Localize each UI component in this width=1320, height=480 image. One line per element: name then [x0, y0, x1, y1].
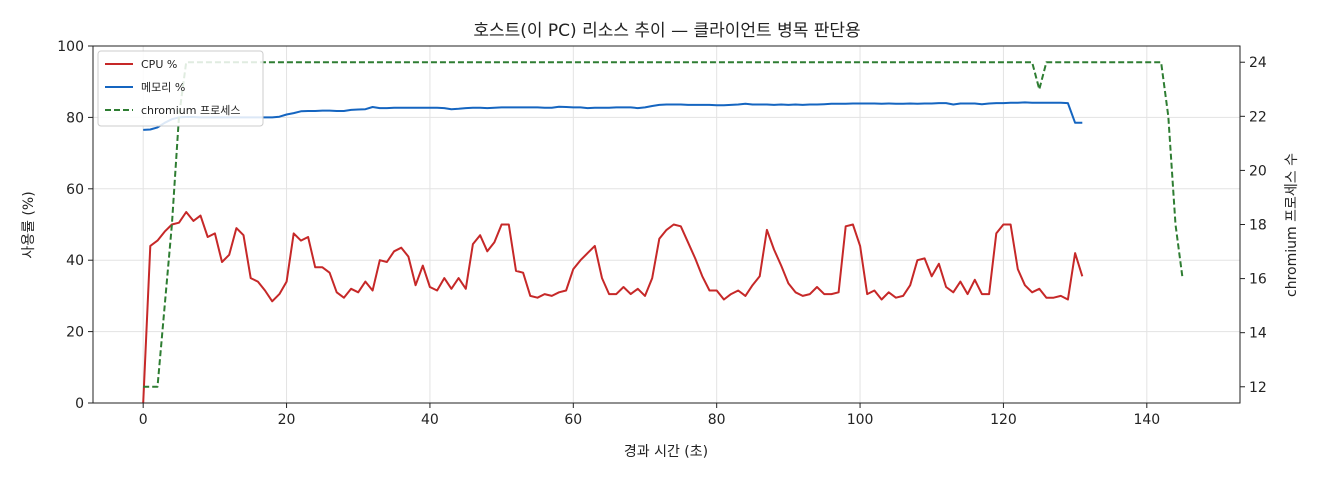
- y-axis-right: 12 14 16 18 20 22 24: [1240, 55, 1267, 396]
- chart-title: 호스트(이 PC) 리소스 추이 — 클라이언트 병목 판단용: [473, 21, 860, 41]
- legend: CPU % 메모리 % chromium 프로세스: [97, 50, 264, 127]
- y-right-tick-label: 24: [1249, 55, 1267, 71]
- x-tick-label: 0: [139, 412, 148, 428]
- y-right-tick-label: 14: [1249, 326, 1267, 342]
- x-tick-label: 140: [1133, 412, 1160, 428]
- y-left-tick-label: 40: [66, 253, 84, 269]
- x-axis: 0 20 40 60 80 100 120 140: [139, 403, 1160, 428]
- x-tick-label: 20: [278, 412, 296, 428]
- x-tick-label: 80: [708, 412, 726, 428]
- legend-box: [97, 50, 264, 127]
- grid-lines: [93, 45, 1240, 404]
- legend-label-cpu: CPU %: [141, 58, 177, 71]
- x-tick-label: 60: [564, 412, 582, 428]
- x-axis-label: 경과 시간 (초): [624, 444, 708, 460]
- x-tick-label: 40: [421, 412, 439, 428]
- y-right-tick-label: 20: [1249, 163, 1267, 179]
- y-left-tick-label: 100: [57, 39, 84, 55]
- y-axis-left-label: 사용률 (%): [21, 191, 37, 258]
- x-tick-label: 120: [990, 412, 1017, 428]
- y-right-tick-label: 18: [1249, 218, 1267, 234]
- cpu-line: [142, 211, 1084, 404]
- plot-frame: [92, 45, 1241, 404]
- y-axis-left: 0 20 40 60 80 100: [57, 39, 93, 412]
- y-right-tick-label: 12: [1249, 380, 1267, 396]
- memory-line: [143, 101, 1083, 131]
- legend-label-memory: 메모리 %: [141, 81, 185, 94]
- series-lines: [142, 61, 1184, 404]
- y-right-tick-label: 16: [1249, 272, 1267, 288]
- y-left-tick-label: 80: [66, 110, 84, 126]
- chromium-process-line: [143, 61, 1184, 388]
- y-axis-right-label: chromium 프로세스 수: [1284, 153, 1300, 297]
- y-right-tick-label: 22: [1249, 109, 1267, 125]
- legend-label-chromium: chromium 프로세스: [141, 104, 240, 117]
- y-left-tick-label: 20: [66, 325, 84, 341]
- y-left-tick-label: 60: [66, 182, 84, 198]
- x-tick-label: 100: [847, 412, 874, 428]
- y-left-tick-label: 0: [75, 396, 84, 412]
